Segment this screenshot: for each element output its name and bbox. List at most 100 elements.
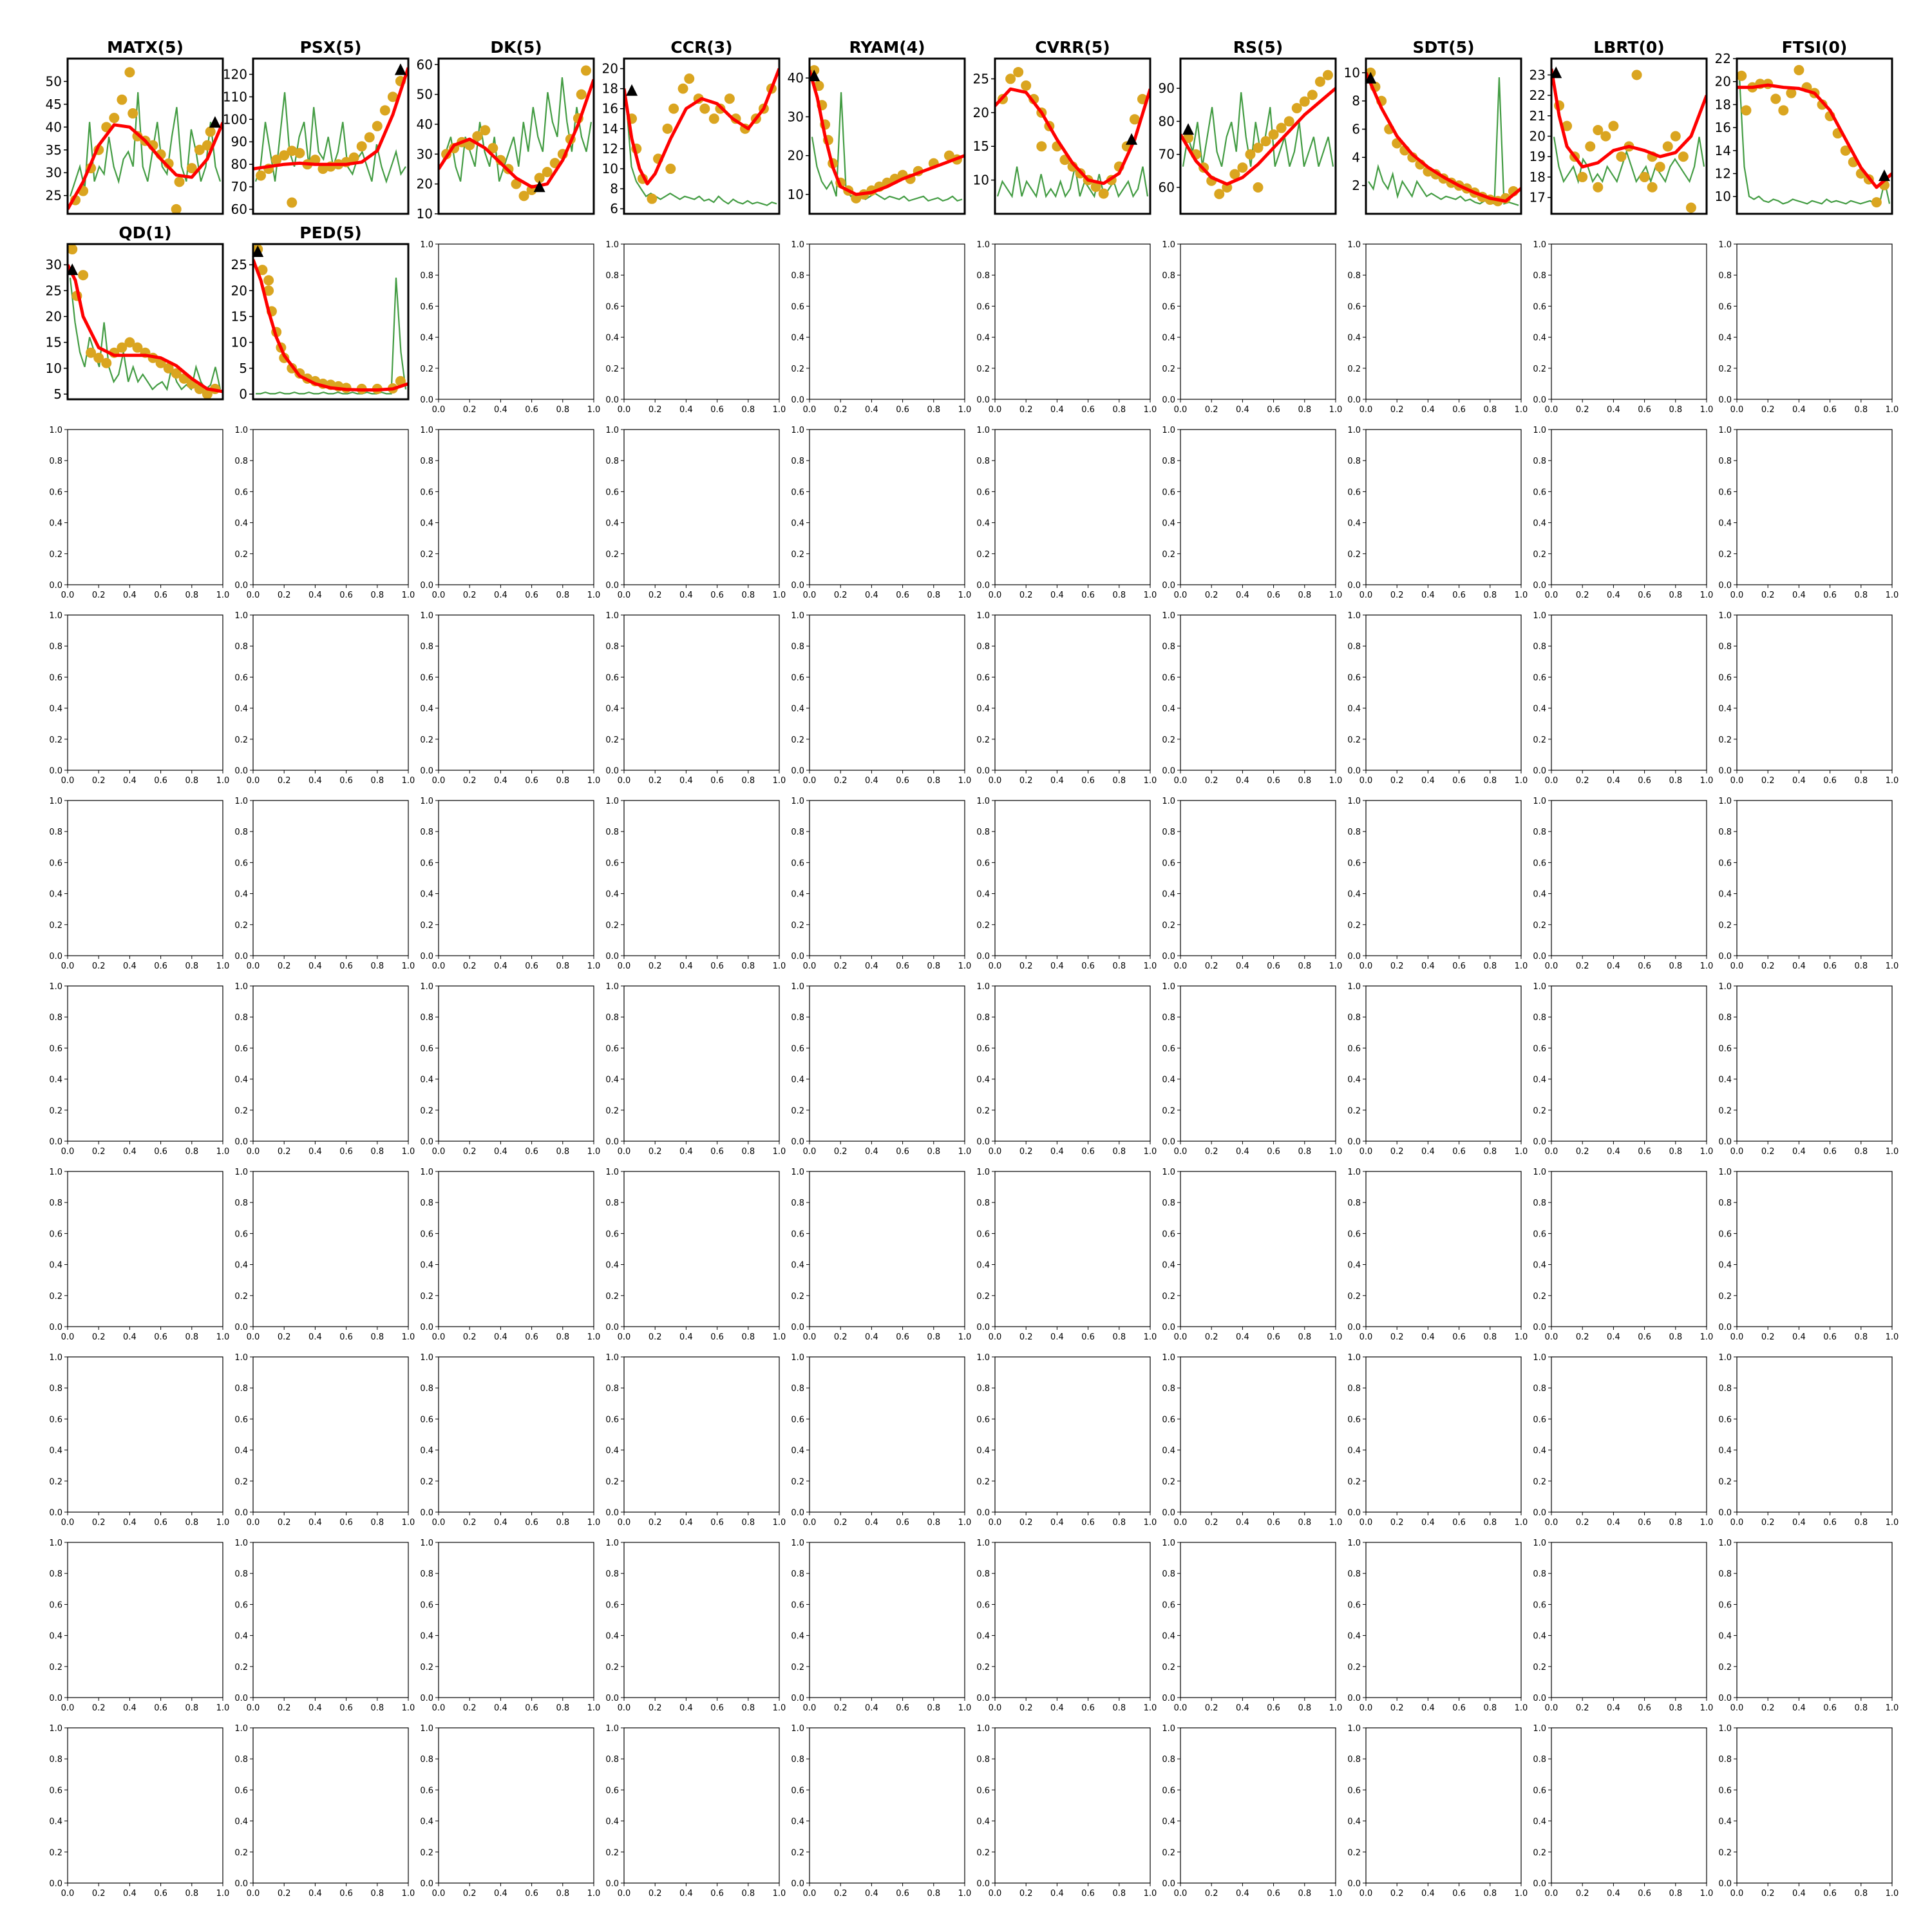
empty-axes-frame: [994, 1171, 1151, 1327]
subplot: 0.00.0 0.2 0.2 0.4 0.4 0.6 0.6 0.8 0.8 1.0 1.0: [49, 426, 229, 600]
empty-axes-frame: [1736, 1542, 1893, 1698]
y-tick-label: 0.4: [1162, 1075, 1175, 1085]
x-tick-label: 1.0: [1329, 961, 1343, 971]
y-tick-label: 20: [46, 308, 62, 324]
x-tick-label: 0.6: [896, 1889, 909, 1899]
scatter-point: [472, 131, 483, 142]
y-tick-label: 1.0: [791, 1353, 804, 1363]
x-tick-label: 0.6: [1267, 1332, 1280, 1342]
scatter-point: [1593, 124, 1604, 135]
y-tick-label: 0.6: [1162, 1415, 1175, 1425]
x-tick-label: 0.0: [1730, 591, 1744, 600]
y-tick-label: 0: [239, 386, 247, 402]
x-tick-label: 1.0: [958, 405, 972, 415]
x-tick-label: 1.0: [1886, 1518, 1899, 1528]
y-tick-label: 1.0: [791, 1539, 804, 1548]
y-tick-label: 0.6: [976, 488, 990, 497]
subplot-title: CVRR(5): [1035, 38, 1110, 57]
y-tick-label: 0.4: [605, 1075, 619, 1085]
x-tick-label: 0.6: [710, 961, 724, 971]
plot-area: [253, 67, 408, 208]
y-tick-label: 0.6: [1347, 1600, 1361, 1610]
x-tick-label: 0.0: [1359, 1703, 1373, 1713]
y-tick-label: 0.4: [420, 1632, 433, 1642]
x-tick-label: 0.8: [185, 1147, 198, 1157]
subplot: 0.00.0 0.2 0.2 0.4 0.4 0.6 0.6 0.8 0.8 1.0 1.0: [791, 426, 971, 600]
trend-line: [810, 70, 965, 196]
x-tick-label: 0.4: [1792, 1889, 1806, 1899]
y-tick-label: 50: [417, 87, 433, 102]
y-tick-label: 0.4: [1347, 1075, 1361, 1085]
y-tick-label: 0.8: [791, 642, 804, 652]
empty-axes-frame: [67, 1727, 223, 1884]
x-tick-label: 0.8: [370, 1889, 384, 1899]
y-tick-label: 0.0: [420, 1508, 433, 1518]
x-tick-label: 0.2: [463, 1889, 477, 1899]
y-tick-label: 0.2: [1533, 1848, 1546, 1858]
scatter-point: [1786, 88, 1797, 99]
x-tick-label: 0.6: [1638, 776, 1651, 786]
x-tick-label: 0.0: [61, 1147, 75, 1157]
y-tick-label: 1.0: [1718, 1353, 1732, 1363]
scatter-point: [1593, 182, 1604, 193]
y-tick-label: 1.0: [234, 1539, 248, 1548]
x-tick-label: 1.0: [587, 405, 601, 415]
y-tick-label: 1.0: [605, 1539, 619, 1548]
x-tick-label: 1.0: [587, 1518, 601, 1528]
y-tick-label: 20: [788, 148, 804, 164]
y-tick-label: 0.2: [605, 550, 619, 560]
x-tick-label: 0.6: [1081, 961, 1095, 971]
subplot: 0.00.0 0.2 0.2 0.4 0.4 0.6 0.6 0.8 0.8 1.0 1.0: [1533, 1539, 1713, 1713]
x-tick-label: 0.4: [494, 1147, 507, 1157]
y-tick-label: 0.0: [1718, 1137, 1732, 1147]
y-tick-label: 0.8: [1347, 271, 1361, 281]
y-tick-label: 0.4: [234, 519, 248, 529]
x-tick-label: 0.4: [1607, 776, 1620, 786]
empty-axes-frame: [252, 1171, 409, 1327]
x-tick-label: 0.6: [1267, 1147, 1280, 1157]
empty-axes-frame: [809, 800, 965, 956]
x-tick-label: 0.8: [1854, 405, 1868, 415]
empty-axes-frame: [1736, 1727, 1893, 1884]
x-tick-label: 0.0: [1730, 405, 1744, 415]
plot-area: [1551, 68, 1707, 213]
y-tick-label: 0.2: [1718, 1663, 1732, 1672]
x-tick-label: 0.8: [927, 1889, 940, 1899]
subplot: 0.00.0 0.2 0.2 0.4 0.4 0.6 0.6 0.8 0.8 1.0 1.0: [791, 1168, 971, 1342]
x-tick-label: 0.4: [1607, 961, 1620, 971]
subplot: 17 18 19 20 21 22 23 LBRT(0): [1530, 38, 1708, 215]
plot-frame: [1179, 57, 1337, 215]
y-tick-label: 0.2: [49, 1477, 62, 1487]
y-tick-label: 0.2: [420, 735, 433, 745]
subplot: 0.00.0 0.2 0.2 0.4 0.4 0.6 0.6 0.8 0.8 1.0 1.0: [49, 1539, 229, 1713]
y-tick-label: 1.0: [1347, 1539, 1361, 1548]
plot-area: [68, 244, 223, 399]
x-tick-label: 0.2: [1761, 405, 1775, 415]
x-tick-label: 0.0: [247, 1147, 260, 1157]
y-tick-label: 20: [1715, 74, 1731, 90]
x-tick-label: 0.0: [1545, 591, 1558, 600]
subplot: 0.00.0 0.2 0.2 0.4 0.4 0.6 0.6 0.8 0.8 1.0 1.0: [234, 611, 415, 786]
x-tick-label: 0.8: [185, 1332, 198, 1342]
x-tick-label: 0.4: [494, 1332, 507, 1342]
x-tick-label: 0.2: [649, 1518, 662, 1528]
x-tick-label: 0.0: [803, 776, 817, 786]
x-tick-label: 0.4: [1421, 776, 1435, 786]
x-tick-label: 0.8: [741, 776, 755, 786]
subplot: 0.00.0 0.2 0.2 0.4 0.4 0.6 0.6 0.8 0.8 1.0 1.0: [1718, 1724, 1899, 1899]
scatter-point: [205, 126, 216, 137]
y-tick-label: 0.2: [791, 1477, 804, 1487]
y-tick-label: 0.4: [791, 519, 804, 529]
x-tick-label: 0.8: [556, 1332, 569, 1342]
x-tick-label: 1.0: [1144, 591, 1157, 600]
subplot: 0.00.0 0.2 0.2 0.4 0.4 0.6 0.6 0.8 0.8 1.0 1.0: [976, 797, 1157, 971]
x-tick-label: 0.4: [679, 1518, 693, 1528]
x-tick-label: 0.2: [92, 1518, 106, 1528]
y-tick-label: 0.4: [1162, 1632, 1175, 1642]
x-tick-label: 0.4: [123, 776, 137, 786]
y-tick-label: 0.8: [1533, 1384, 1546, 1394]
y-tick-label: 0.0: [976, 1323, 990, 1332]
y-tick-label: 30: [788, 109, 804, 124]
x-tick-label: 0.0: [989, 405, 1002, 415]
